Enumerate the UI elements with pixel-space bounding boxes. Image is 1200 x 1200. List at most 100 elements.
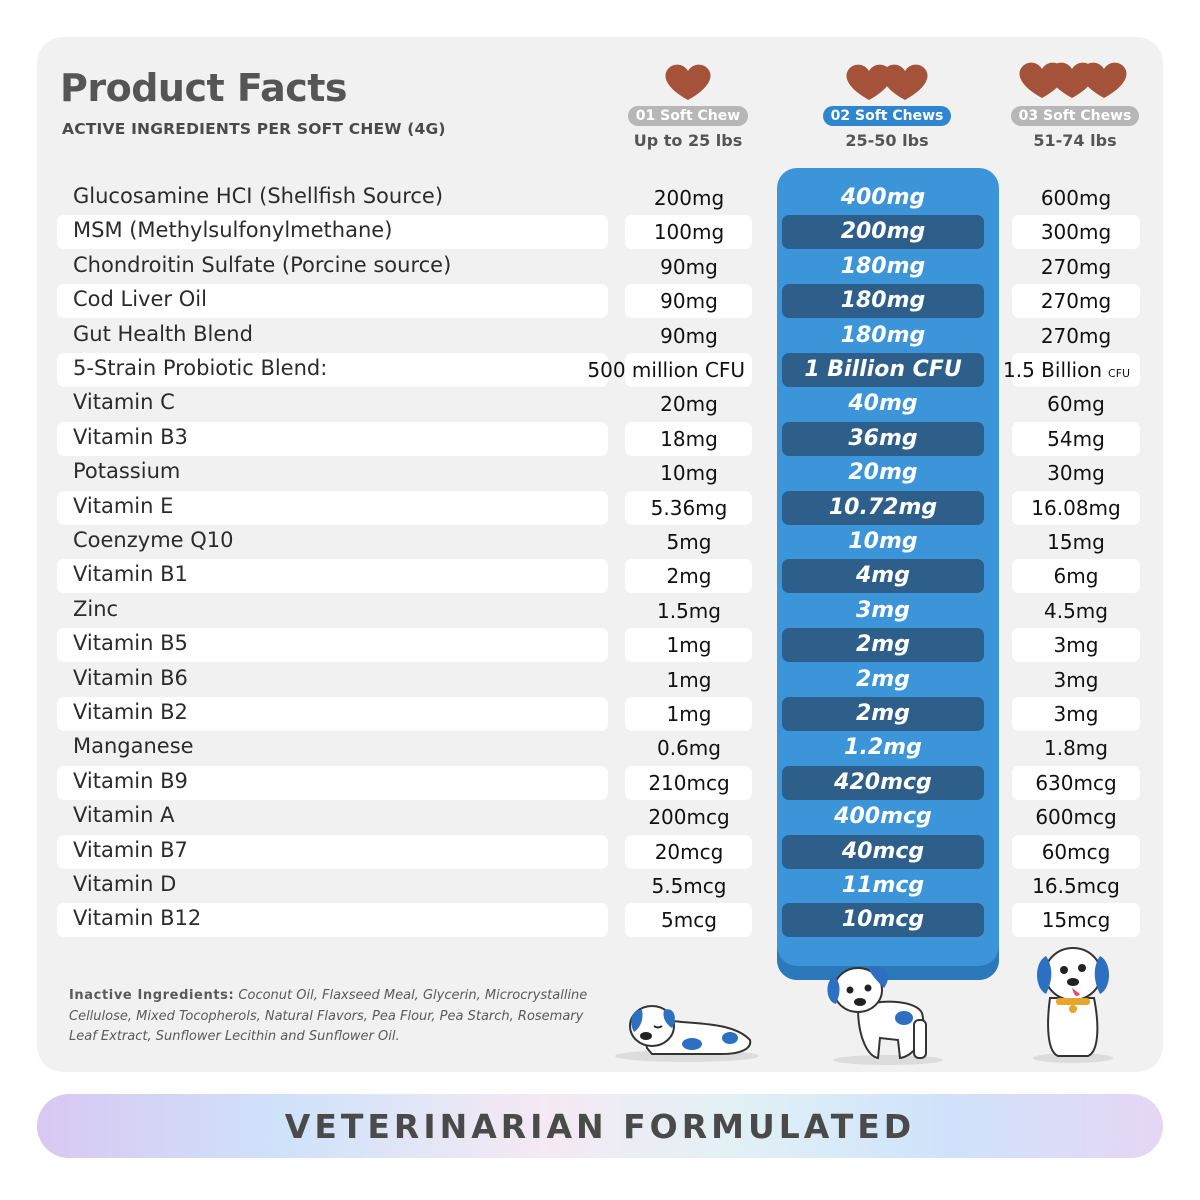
value-1-chew: 1mg	[666, 633, 712, 658]
ingredient-name: Vitamin B7	[73, 837, 188, 862]
row-background	[782, 353, 984, 387]
value-3-chews: 3mg	[1004, 663, 1148, 697]
value-2-chews: 10mcg	[841, 907, 925, 933]
row-background	[1012, 421, 1140, 456]
row-background	[57, 559, 608, 594]
value-3-chews-amount: 1.5 Billion	[1003, 358, 1103, 382]
row-background	[57, 697, 608, 731]
row-background	[57, 353, 608, 387]
value-3-chews-amount: 3mg	[1053, 702, 1099, 726]
value-2-chews: 40mg	[848, 391, 918, 417]
row-background	[1012, 765, 1140, 800]
ingredient-name: Vitamin B6	[73, 665, 188, 690]
row-background	[1012, 284, 1140, 319]
value-3-chews: 630mcg	[1004, 766, 1148, 800]
ingredient-name: Potassium	[73, 459, 181, 484]
value-3-chews-amount: 60mcg	[1041, 839, 1111, 864]
value-2-chews: 180mg	[840, 322, 926, 348]
row-background	[1012, 697, 1140, 731]
value-1-chew: 90mg	[660, 323, 718, 348]
value-3-chews: 600mcg	[1004, 800, 1148, 834]
value-3-chews-amount: 600mcg	[1035, 805, 1117, 830]
column-header-1: 01 Soft Chew Up to 25 lbs	[613, 56, 763, 150]
standing-dog-illustration	[827, 966, 943, 1065]
ingredient-name: Vitamin B1	[73, 562, 188, 587]
value-1-chew: 1.5mg	[657, 598, 721, 623]
inactive-label: Inactive Ingredients:	[69, 988, 235, 1003]
value-1-chew: 5.36mg	[650, 495, 728, 520]
value-2-chews: 180mg	[840, 288, 926, 314]
ingredient-name: Vitamin A	[73, 803, 175, 828]
value-2-chews: 10.72mg	[828, 494, 938, 520]
value-3-chews-amount: 4.5mg	[1044, 598, 1108, 623]
value-3-chews-amount: 16.08mg	[1031, 495, 1121, 520]
banner-text: VETERINARIAN FORMULATED	[284, 1106, 916, 1146]
row-background	[625, 353, 752, 387]
row-background	[782, 559, 984, 594]
ingredient-name: Manganese	[73, 734, 194, 759]
ingredient-name: 5-Strain Probiotic Blend:	[73, 356, 328, 380]
value-1-chew: 200mg	[653, 186, 725, 210]
row-background	[782, 490, 984, 525]
row-background	[57, 284, 608, 319]
value-3-chews-amount: 30mg	[1047, 461, 1105, 486]
value-3-chews: 16.5mcg	[1004, 869, 1148, 903]
row-background	[625, 628, 752, 663]
value-2-chews: 10mg	[848, 529, 918, 554]
value-3-chews-amount: 300mg	[1040, 220, 1112, 245]
value-3-chews: 15mg	[1004, 525, 1148, 559]
value-1-chew: 10mg	[660, 461, 718, 486]
column-badge: 02 Soft Chews	[822, 106, 952, 126]
row-background	[625, 559, 752, 594]
value-2-chews: 200mg	[840, 219, 926, 245]
value-2-chews: 4mg	[856, 563, 910, 589]
row-background	[57, 834, 608, 869]
column-header-3: 03 Soft Chews 51-74 lbs	[1000, 56, 1150, 150]
value-3-chews: 300mg	[1004, 215, 1148, 249]
row-background	[625, 765, 752, 800]
value-3-chews-amount: 270mg	[1040, 254, 1112, 279]
row-background	[782, 215, 984, 250]
value-1-chew: 0.6mg	[657, 736, 721, 761]
ingredient-name: Vitamin B3	[73, 424, 188, 449]
value-3-chews-amount: 600mg	[1040, 186, 1112, 210]
value-2-chews: 1.2mg	[844, 735, 922, 761]
row-background	[1012, 353, 1140, 387]
ingredient-name: Vitamin B2	[73, 700, 188, 724]
value-1-chew: 2mg	[666, 564, 712, 589]
value-3-chews: 270mg	[1004, 284, 1148, 318]
value-3-chews: 3mg	[1004, 697, 1148, 731]
ingredient-name: Vitamin C	[73, 390, 175, 415]
column-badge: 03 Soft Chews	[1010, 106, 1140, 126]
row-background	[782, 628, 984, 663]
value-1-chew: 1mg	[666, 667, 712, 692]
value-3-chews-amount: 6mg	[1053, 564, 1099, 589]
value-3-chews: 6mg	[1004, 559, 1148, 593]
row-background	[782, 903, 984, 938]
ingredient-name: Zinc	[73, 596, 119, 621]
inactive-ingredients: Inactive Ingredients: Coconut Oil, Flaxs…	[69, 986, 609, 1048]
value-3-chews-amount: 54mg	[1047, 426, 1105, 451]
value-1-chew: 5.5mcg	[651, 874, 727, 898]
row-background	[1012, 834, 1140, 869]
value-2-chews: 400mcg	[834, 804, 932, 830]
value-3-chews-amount: 15mg	[1047, 530, 1105, 554]
value-1-chew: 1mg	[666, 702, 712, 726]
value-1-chew: 5mcg	[661, 908, 717, 933]
value-1-chew: 5mg	[666, 530, 712, 554]
value-3-chews: 60mcg	[1004, 835, 1148, 869]
value-2-chews: 36mg	[848, 425, 918, 451]
sitting-dog-illustration	[1033, 947, 1113, 1063]
value-3-chews-unit: CFU	[1108, 367, 1131, 380]
row-background	[1012, 559, 1140, 594]
row-background	[57, 215, 608, 250]
row-background	[1012, 215, 1140, 250]
column-header-2: 02 Soft Chews 25-50 lbs	[812, 56, 962, 150]
value-1-chew: 20mcg	[654, 839, 724, 864]
row-background	[782, 421, 984, 456]
ingredient-name: Gut Health Blend	[73, 321, 253, 346]
value-2-chews: 180mg	[840, 253, 926, 279]
value-3-chews: 4.5mg	[1004, 594, 1148, 628]
row-background	[782, 765, 984, 800]
value-3-chews: 60mg	[1004, 387, 1148, 421]
